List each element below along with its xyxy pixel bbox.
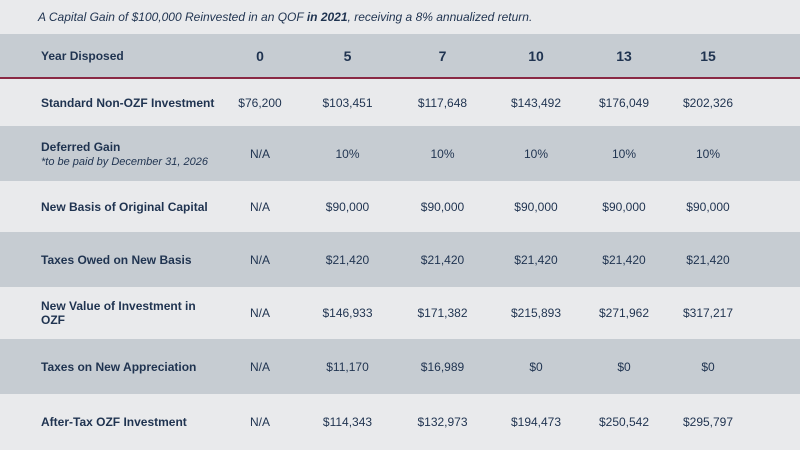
row-label-text: Deferred Gain [41, 139, 121, 154]
cell-year-0: N/A [249, 252, 270, 267]
year-0-header: 0 [256, 47, 264, 64]
caption-year: in 2021 [306, 10, 348, 24]
cell-year-10: $194,473 [510, 415, 562, 429]
header-label: Year Disposed [41, 48, 124, 63]
cell-year-7: $21,420 [420, 252, 465, 267]
cell-year-7: 10% [430, 146, 455, 161]
cell-year-15: $21,420 [686, 252, 730, 267]
cell-year-13: $90,000 [602, 199, 646, 214]
cell-year-5: $146,933 [322, 306, 373, 320]
cell-year-13: $176,049 [598, 95, 650, 110]
cell-year-15: $0 [701, 359, 715, 374]
year-15-header: 15 [700, 47, 716, 64]
table-row-taxes-owed: Taxes Owed on New Basis N/A $21,420 $21,… [0, 232, 800, 287]
cell-year-5: $90,000 [325, 199, 370, 214]
cell-year-7: $16,989 [420, 359, 465, 374]
year-10-header: 10 [528, 47, 544, 64]
cell-year-13: $0 [617, 359, 631, 374]
cell-year-13: $250,542 [598, 415, 650, 429]
cell-year-5: $21,420 [325, 252, 370, 267]
cell-year-7: $132,973 [417, 415, 468, 429]
cell-year-0: N/A [249, 359, 270, 374]
cell-year-0: N/A [249, 199, 270, 214]
row-label: New Basis of Original Capital [41, 199, 208, 214]
cell-year-13: 10% [611, 146, 637, 161]
cell-year-10: 10% [523, 146, 549, 161]
caption-return: , receiving a 8% annualized return. [347, 10, 533, 24]
table-row-new-basis: New Basis of Original Capital N/A $90,00… [0, 181, 800, 232]
caption-text: A Capital Gain of $100,000 Reinvested in… [38, 10, 307, 24]
cell-year-7: $90,000 [420, 199, 465, 214]
cell-year-15: 10% [695, 146, 721, 161]
cell-year-0: $76,200 [238, 95, 282, 110]
table-row-standard-investment: Standard Non-OZF Investment $76,200 $103… [0, 79, 800, 126]
year-7-header: 7 [438, 47, 447, 64]
cell-year-0: N/A [249, 306, 270, 320]
row-label: After-Tax OZF Investment [41, 415, 187, 429]
cell-year-10: $215,893 [510, 306, 562, 320]
cell-year-0: N/A [249, 415, 270, 429]
year-13-header: 13 [616, 47, 632, 64]
row-label: Deferred Gain *to be paid by December 31… [0, 140, 220, 168]
cell-year-10: $90,000 [514, 199, 558, 214]
table-row-deferred-gain: Deferred Gain *to be paid by December 31… [0, 126, 800, 181]
row-label: Standard Non-OZF Investment [41, 95, 215, 110]
cell-year-5: $114,343 [322, 415, 373, 429]
cell-year-15: $317,217 [682, 306, 734, 320]
cell-year-13: $21,420 [602, 252, 646, 267]
table-caption: A Capital Gain of $100,000 Reinvested in… [0, 0, 800, 34]
cell-year-15: $90,000 [686, 199, 730, 214]
year-5-header: 5 [343, 47, 352, 64]
cell-year-7: $171,382 [417, 306, 468, 320]
cell-year-10: $143,492 [510, 95, 562, 110]
cell-year-7: $117,648 [417, 95, 468, 110]
row-footnote: *to be paid by December 31, 2026 [41, 155, 208, 168]
cell-year-5: $103,451 [322, 95, 373, 110]
cell-year-15: $295,797 [682, 415, 734, 429]
cell-year-5: $11,170 [326, 359, 369, 374]
cell-year-10: $0 [529, 359, 543, 374]
cell-year-5: 10% [335, 146, 360, 161]
cell-year-13: $271,962 [598, 306, 650, 320]
table-row-after-tax: After-Tax OZF Investment N/A $114,343 $1… [0, 394, 800, 450]
table-row-new-value: New Value of Investment in OZF N/A $146,… [0, 287, 800, 339]
row-label: New Value of Investment in OZF [41, 299, 196, 327]
cell-year-10: $21,420 [514, 252, 558, 267]
row-label: Taxes on New Appreciation [41, 359, 197, 374]
cell-year-0: N/A [249, 146, 270, 161]
cell-year-15: $202,326 [682, 95, 734, 110]
row-label: Taxes Owed on New Basis [41, 252, 192, 267]
header-row: Year Disposed 0 5 7 10 13 15 [0, 34, 800, 79]
table-row-taxes-appreciation: Taxes on New Appreciation N/A $11,170 $1… [0, 339, 800, 394]
